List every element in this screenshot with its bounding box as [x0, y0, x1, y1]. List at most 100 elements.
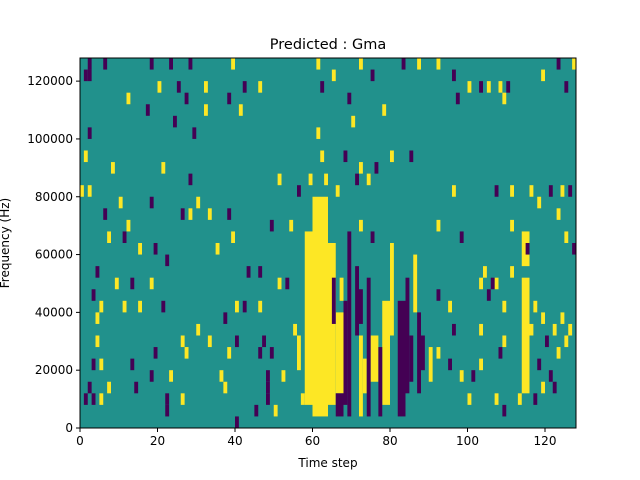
heatmap-cell-184: [568, 323, 573, 336]
heatmap-cell-141: [219, 370, 224, 382]
heatmap-cell-47: [541, 69, 545, 82]
heatmap-cell-4: [103, 58, 108, 70]
heatmap-cell-45: [502, 92, 507, 105]
heatmap-cell-150: [91, 393, 96, 405]
heatmap-band-10: [413, 254, 418, 313]
heatmap-cell-52: [351, 115, 356, 128]
x-tick-label: 40: [227, 434, 242, 448]
heatmap-band-19: [378, 347, 383, 417]
heatmap-cell-112: [130, 277, 135, 290]
plot-frame: [79, 57, 577, 429]
heatmap-cell-185: [537, 358, 542, 371]
heatmap-cell-106: [246, 266, 251, 278]
x-tick-label: 120: [534, 434, 557, 448]
heatmap-cell-66: [308, 173, 313, 186]
heatmap-cell-16: [126, 92, 131, 105]
heatmap-cell-192: [517, 393, 522, 405]
heatmap-cell-67: [324, 173, 328, 186]
heatmap-cell-75: [149, 196, 154, 209]
heatmap-cell-62: [161, 162, 166, 174]
heatmap-cell-164: [448, 358, 452, 371]
heatmap-cell-151: [99, 393, 104, 405]
heatmap-cell-104: [165, 254, 170, 267]
heatmap-cell-26: [320, 81, 325, 93]
heatmap-cell-33: [417, 58, 421, 70]
heatmap-cell-126: [293, 323, 297, 336]
heatmap-cell-154: [266, 393, 270, 405]
heatmap-cell-143: [281, 370, 286, 382]
heatmap-cell-196: [525, 243, 530, 255]
heatmap-cell-50: [564, 81, 569, 93]
heatmap-cell-117: [138, 300, 142, 313]
heatmap-cell-87: [289, 219, 294, 232]
heatmap-cell-167: [479, 358, 483, 371]
heatmap-cell-29: [359, 58, 363, 70]
y-tick-label: 60000: [35, 248, 73, 262]
heatmap-cell-168: [467, 393, 472, 405]
heatmap-band-21: [405, 277, 410, 394]
heatmap-cell-10: [231, 58, 235, 70]
heatmap-cell-78: [188, 208, 193, 220]
y-tick-label: 120000: [27, 74, 73, 88]
heatmap-cell-121: [258, 300, 263, 313]
heatmap-cell-180: [529, 323, 534, 336]
heatmap-cell-90: [436, 219, 441, 232]
heatmap-cell-127: [95, 335, 100, 348]
heatmap-band-7: [382, 300, 390, 405]
heatmap-cell-107: [258, 266, 263, 278]
heatmap-cell-110: [95, 266, 100, 278]
heatmap-cell-111: [114, 277, 119, 290]
heatmap-cell-181: [545, 335, 549, 348]
heatmap-cell-146: [134, 381, 139, 394]
x-axis-label: Time step: [297, 456, 357, 470]
heatmap-band-24: [355, 266, 359, 336]
heatmap-cell-129: [207, 335, 212, 348]
heatmap-cell-137: [99, 358, 104, 371]
x-tick-label: 60: [305, 434, 320, 448]
heatmap-cell-61: [111, 162, 115, 174]
heatmap-cell-32: [401, 58, 406, 70]
heatmap-band-23: [417, 312, 421, 394]
heatmap-cell-71: [452, 185, 456, 197]
y-tick-label: 100000: [27, 132, 73, 146]
heatmap-cell-48: [556, 58, 561, 70]
heatmap-cell-18: [238, 104, 243, 116]
heatmap-cell-98: [568, 185, 573, 197]
heatmap-cell-44: [506, 81, 511, 93]
heatmap-cell-130: [235, 335, 239, 348]
heatmap-cell-195: [510, 266, 514, 278]
heatmap-cell-133: [227, 347, 232, 359]
heatmap-cell-152: [165, 393, 170, 405]
heatmap-cell-170: [502, 404, 507, 417]
heatmap-cell-138: [130, 358, 135, 371]
heatmap-cell-139: [149, 370, 154, 382]
heatmap-cell-178: [533, 300, 538, 313]
heatmap-cell-56: [359, 162, 363, 174]
heatmap-cell-176: [502, 335, 507, 348]
heatmap-cell-144: [87, 381, 92, 394]
heatmap-band-25: [359, 289, 363, 324]
heatmap-cell-149: [83, 393, 88, 405]
heatmap-cell-172: [486, 289, 491, 301]
heatmap-cell-182: [552, 323, 557, 336]
x-tick-label: 80: [382, 434, 397, 448]
heatmap-cell-24: [258, 81, 263, 93]
heatmap-cell-132: [184, 347, 189, 359]
heatmap-cell-131: [153, 347, 158, 359]
heatmap-cell-145: [107, 381, 111, 394]
heatmap-cell-134: [258, 347, 263, 359]
heatmap-band-22: [409, 335, 414, 382]
heatmap-cell-92: [494, 185, 499, 197]
heatmap-cell-59: [409, 150, 414, 163]
heatmap-cell-128: [180, 335, 185, 348]
heatmap-cell-20: [173, 115, 177, 128]
heatmap-cell-57: [374, 162, 379, 174]
heatmap-cell-79: [227, 208, 232, 220]
heatmap-cell-161: [448, 300, 452, 313]
heatmap-cell-197: [510, 219, 514, 232]
y-tick-label: 40000: [35, 305, 73, 319]
x-tick-label: 20: [150, 434, 165, 448]
heatmap-cell-54: [320, 150, 325, 163]
heatmap-cell-41: [479, 81, 483, 93]
